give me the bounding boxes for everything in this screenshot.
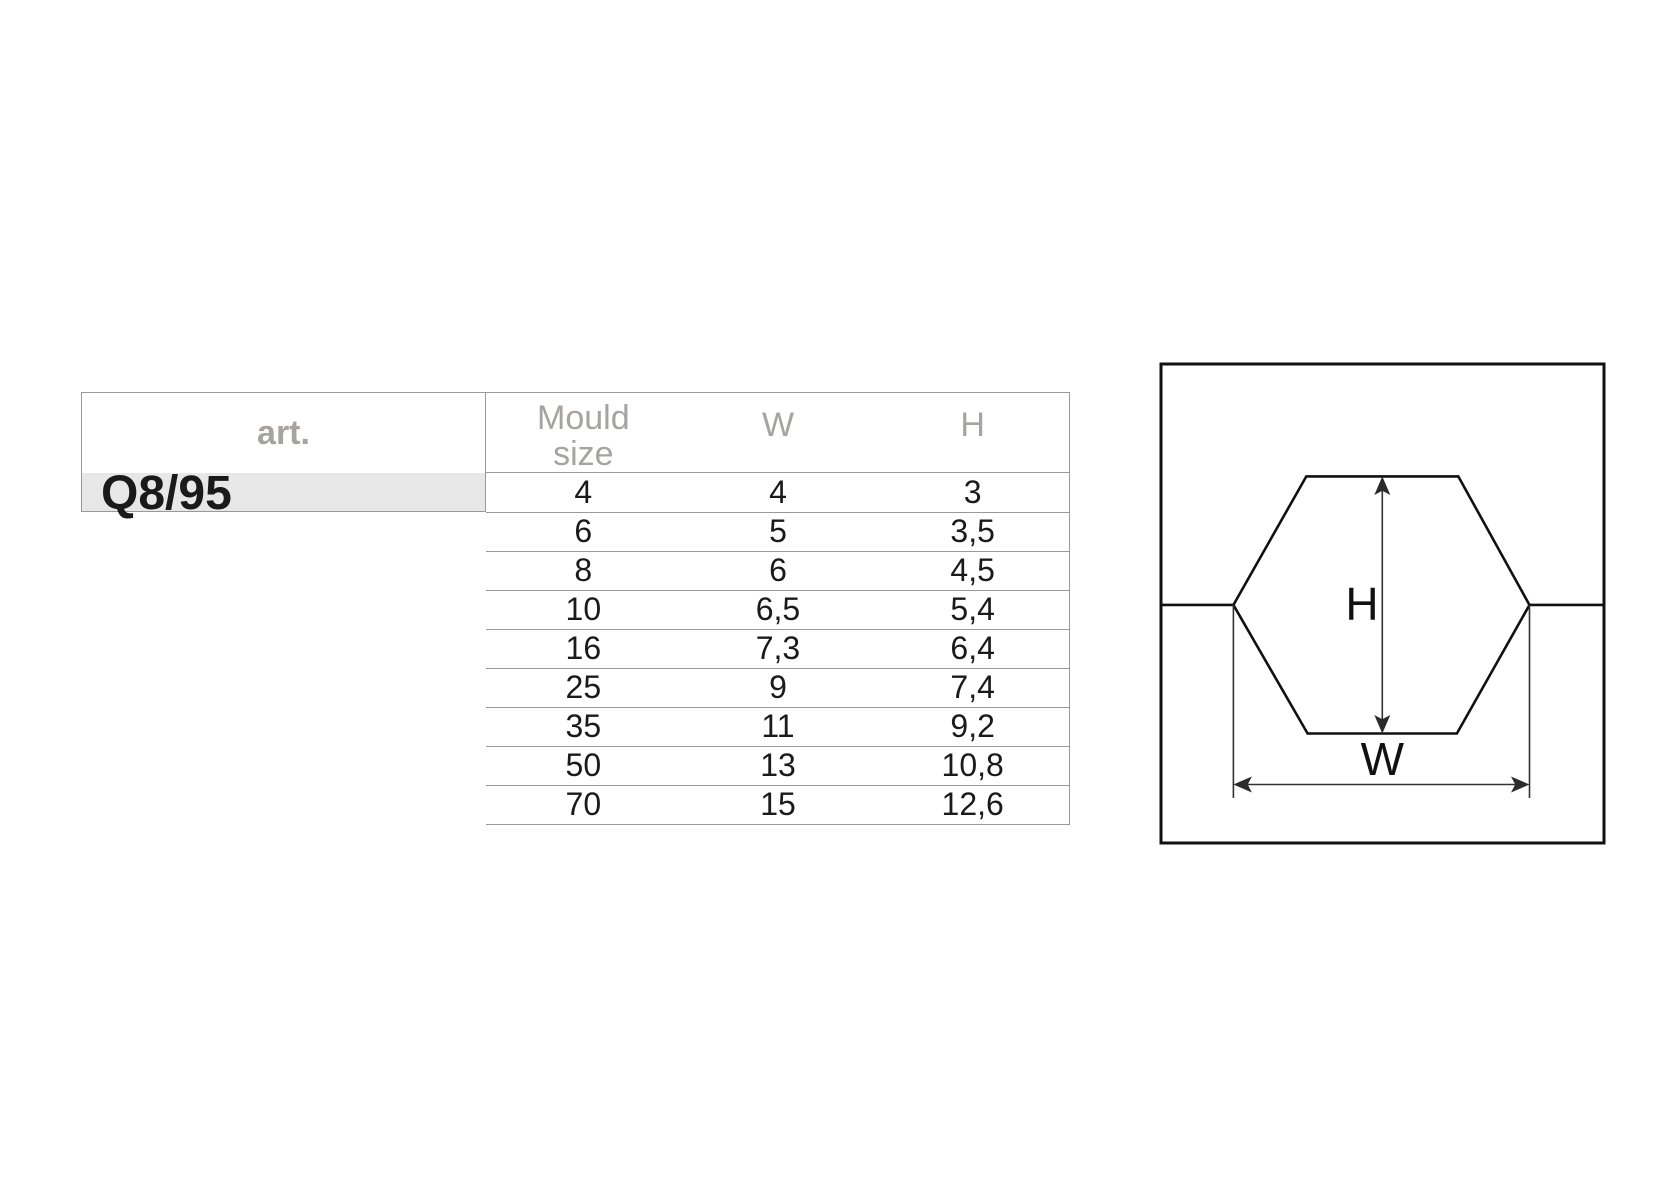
svg-text:W: W: [1361, 733, 1405, 785]
svg-text:H: H: [1345, 578, 1378, 630]
